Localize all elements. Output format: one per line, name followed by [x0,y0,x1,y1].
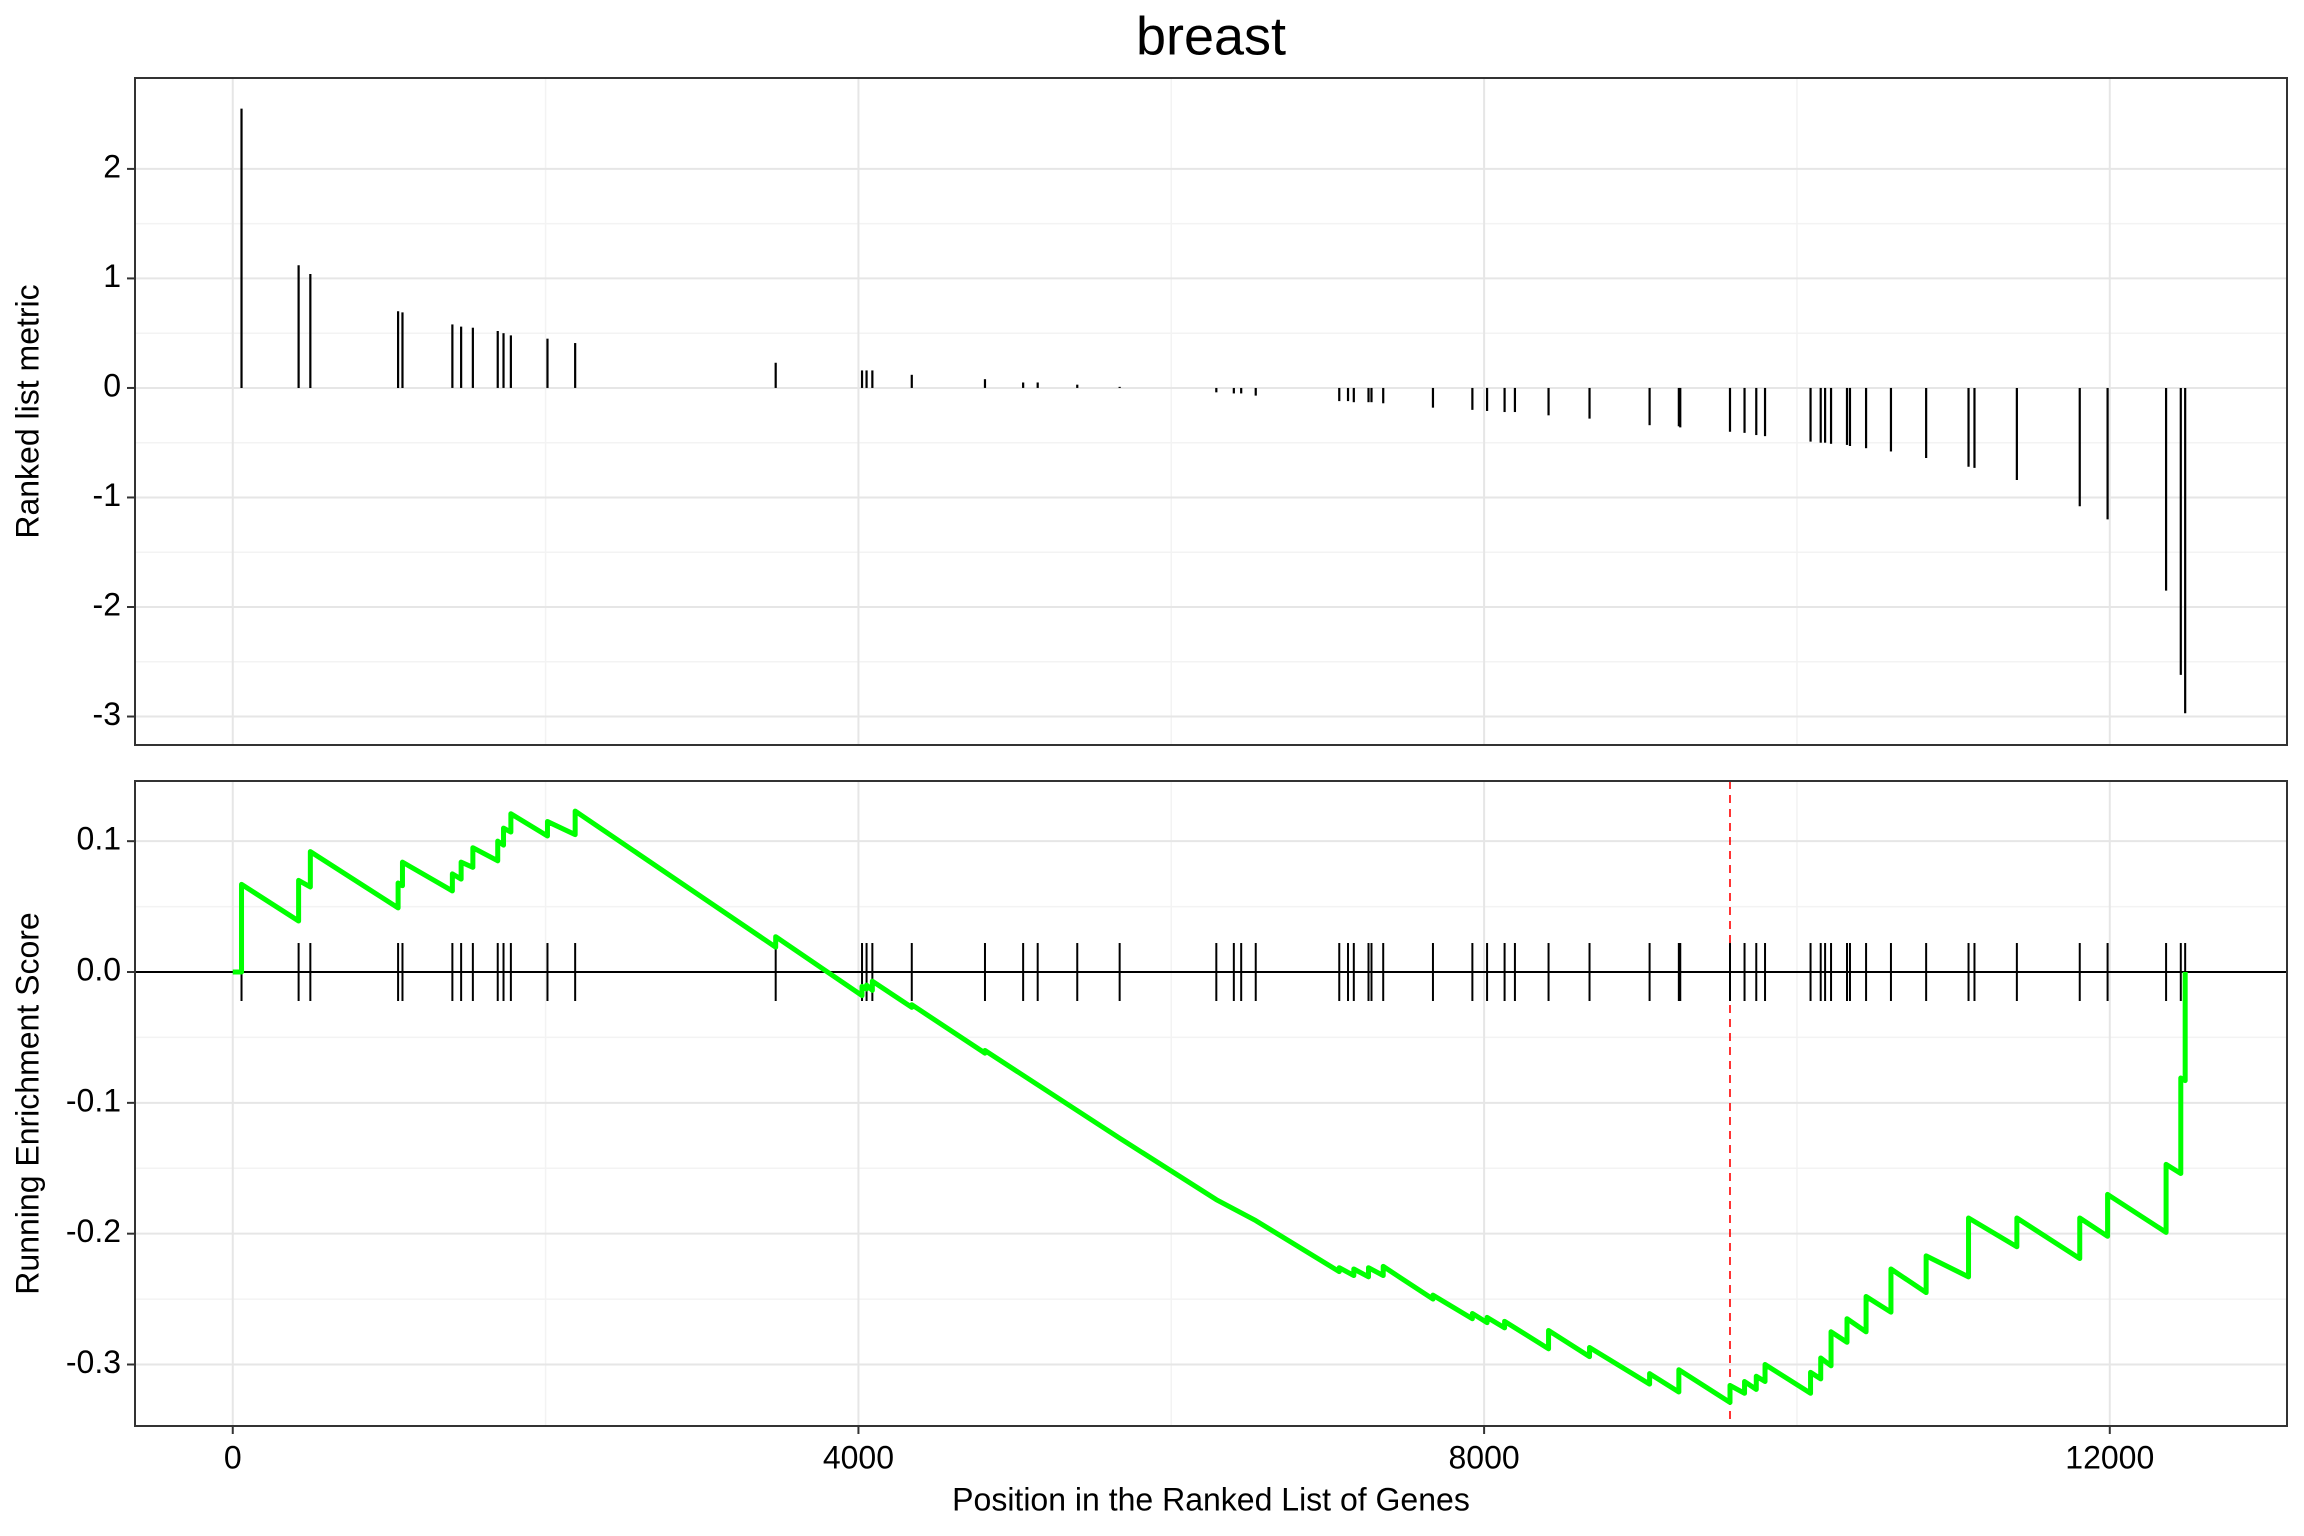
y-tick-label: 1 [103,258,121,294]
x-tick-label: 12000 [2065,1439,2154,1475]
chart-title: breast [1136,6,1286,66]
panel-border [134,77,2288,746]
x-tick-label: 0 [224,1439,242,1475]
x-tick-label: 8000 [1449,1439,1520,1475]
running-es-line [232,808,2188,1405]
y-tick-label: -3 [93,696,121,732]
x-axis-label: Position in the Ranked List of Genes [952,1481,1470,1517]
panel-border [134,780,2288,1427]
y-tick-label: 2 [103,148,121,184]
y-tick-label: -1 [93,477,121,513]
y-tick-label: -0.2 [66,1213,121,1249]
y-tick-label: 0.1 [77,821,121,857]
y-tick-label: -2 [93,586,121,622]
y-axis-label: Ranked list metric [9,284,45,538]
x-tick-label: 4000 [823,1439,894,1475]
y-tick-label: -0.1 [66,1082,121,1118]
y-tick-label: 0.0 [77,951,121,987]
y-axis-label: Running Enrichment Score [9,912,45,1294]
y-tick-label: -0.3 [66,1344,121,1380]
y-tick-label: 0 [103,367,121,403]
